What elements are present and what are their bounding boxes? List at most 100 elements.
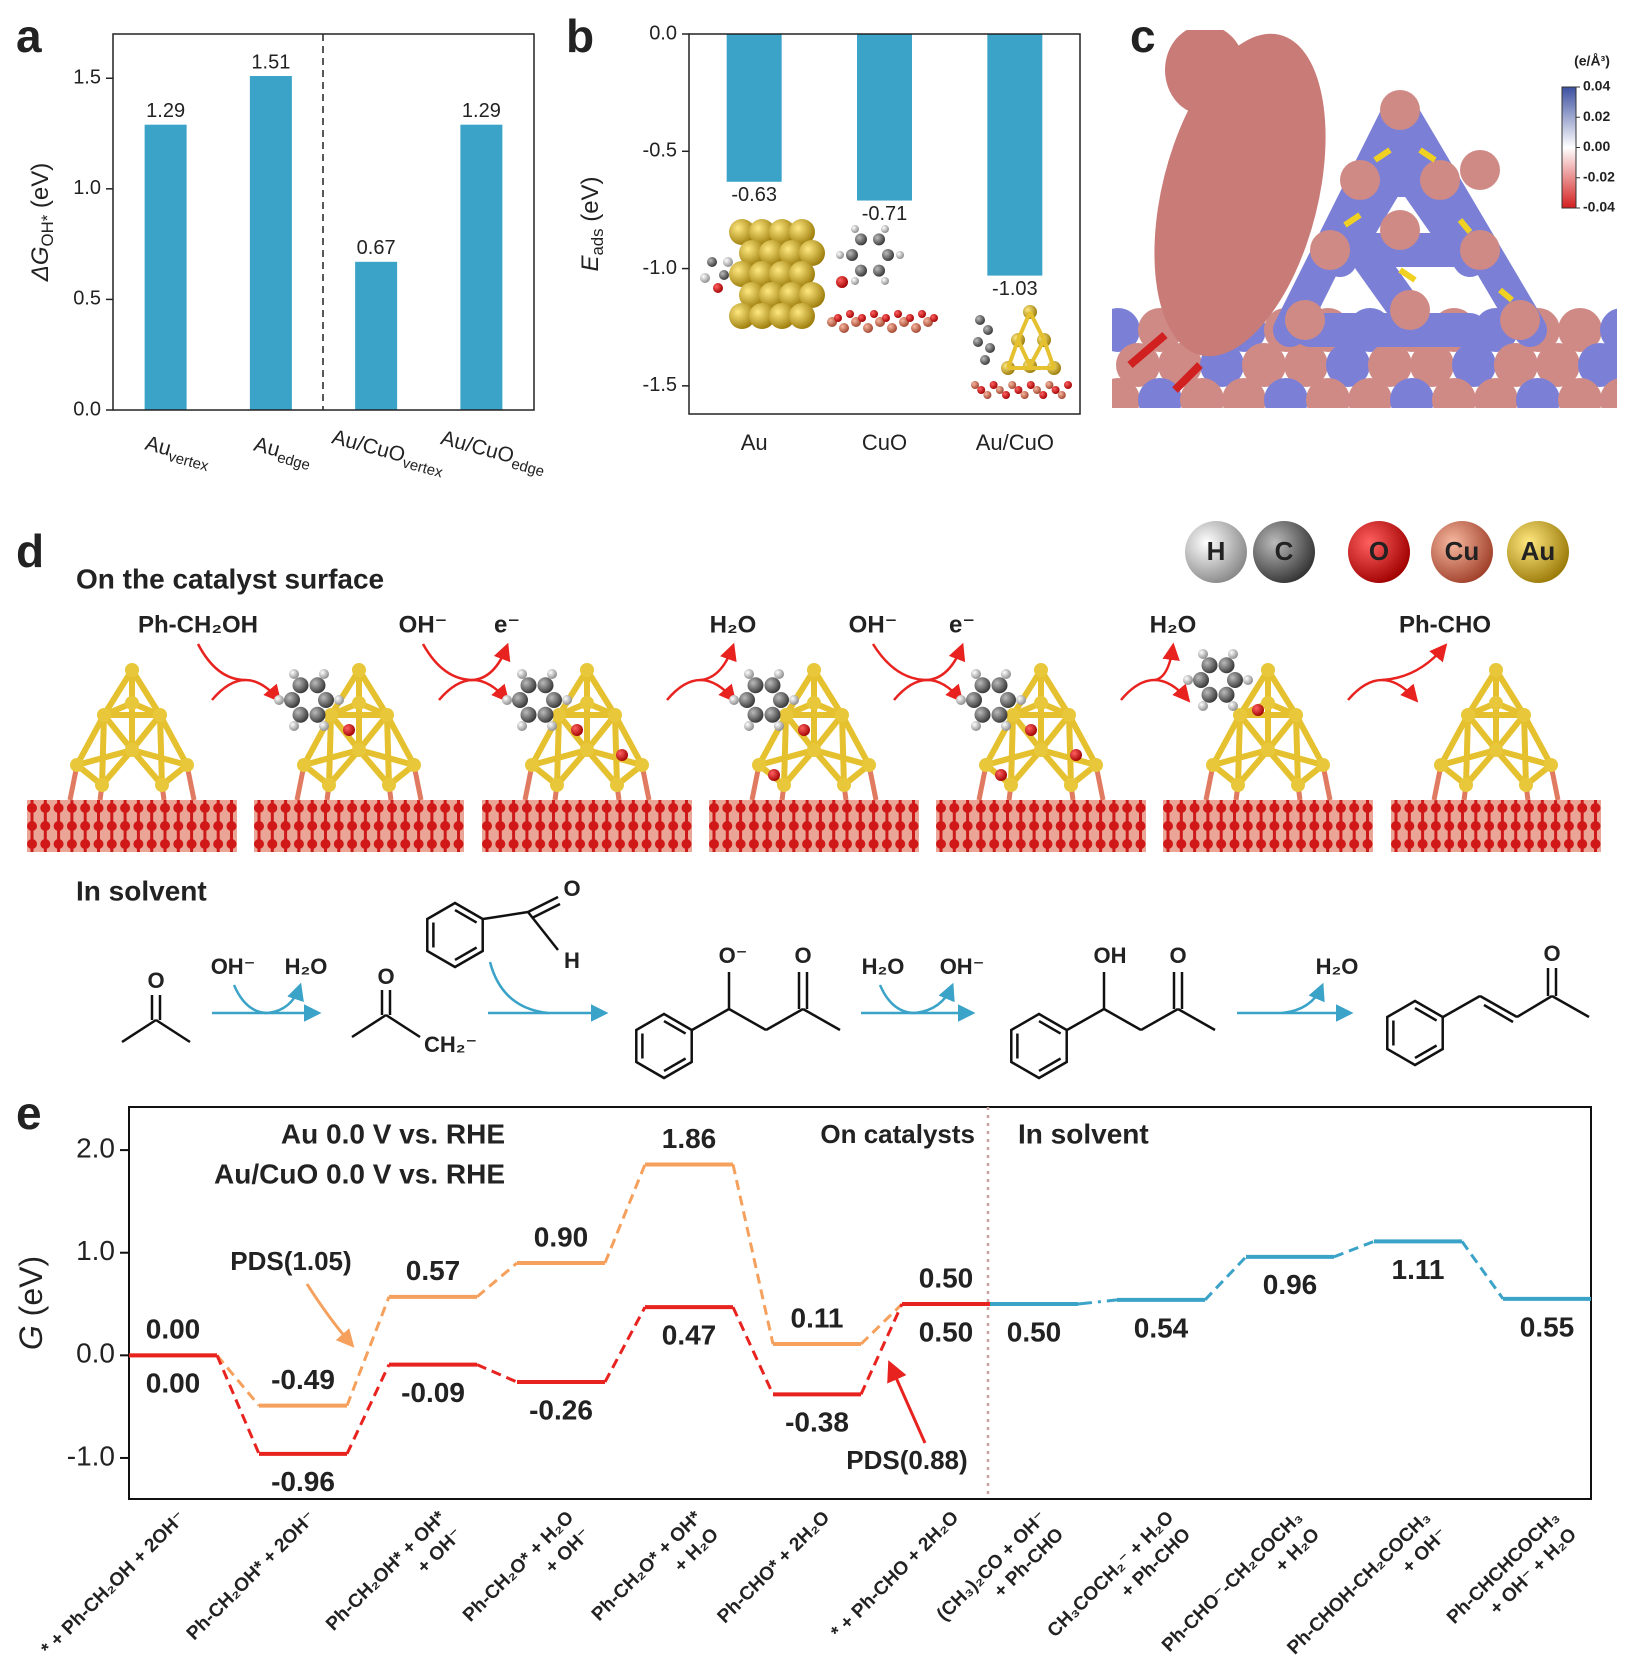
y-axis-label-part: (eV) [13,1256,49,1325]
o-atom [535,821,546,831]
o-atom [333,821,344,831]
o-atom [1002,803,1013,813]
o-atom [1216,821,1227,831]
value-label: 0.90 [534,1221,589,1252]
y-tick-label: 1.5 [73,67,101,89]
au-bond [1016,339,1032,367]
o-atom [975,821,986,831]
bond [1038,1057,1062,1073]
bond [531,902,561,920]
o-atom [1497,839,1508,849]
o-atom [1025,724,1037,736]
y-axis-label-part: G [13,1325,49,1350]
o-atom [668,839,679,849]
atom-legend-swatch [1507,521,1569,583]
au-bond [1463,714,1471,786]
o-atom [775,839,786,849]
au-bond [129,713,163,752]
o-atom [1070,749,1082,761]
c-atom [747,706,764,723]
h-atom [836,251,844,259]
lattice-sphere [1138,378,1182,408]
y-axis-label-part: ads [589,228,608,255]
o-atom [400,821,411,831]
species-arrow [196,643,246,682]
section-title: On the catalyst surface [76,563,384,594]
species-label: e⁻ [494,611,520,638]
value-label: -1.03 [992,278,1038,300]
o-atom [1296,803,1306,813]
h-atom [881,276,889,285]
o-atom [575,839,586,849]
au-atom [610,778,624,792]
o-atom [320,803,331,813]
o-atom [548,803,559,813]
o-atom [1252,704,1264,716]
o-atom [1015,803,1026,813]
o-atom [320,839,331,849]
au-atom [552,708,566,722]
o-atom [360,821,371,831]
panel-label: c [1130,10,1156,62]
species-label: OH⁻ [849,611,898,638]
bond [155,1018,191,1044]
benzene-ring [426,901,484,969]
o-atom [601,803,612,813]
au-atom [1261,696,1275,710]
x-tick-label: Au/CuOvertex [328,425,447,482]
value-label: 1.29 [146,100,185,122]
o-atom [975,803,986,813]
au-atom [1316,758,1330,772]
lattice-sphere [1348,378,1392,408]
h-atom [502,695,512,705]
bond [1038,1019,1062,1035]
au-bond [1006,339,1020,369]
o-atom [1122,803,1133,813]
o-atom [440,821,451,831]
o-atom [508,821,519,831]
o-atom [1122,839,1133,849]
o-atom [133,803,144,813]
atom-legend-swatch [1253,521,1315,583]
bond [482,910,529,921]
au-atom [759,240,785,266]
au-atom [729,219,755,245]
catalyst-structure [709,663,919,852]
au-bond [1521,713,1554,767]
o-atom [870,310,878,318]
o-atom [146,803,157,813]
o-atom [668,821,679,831]
value-label: 0.50 [919,1262,974,1293]
y-tick-label: 1.0 [73,177,101,199]
o-atom [1457,803,1468,813]
au-atom [1519,778,1533,792]
c-atom [318,692,334,708]
o-atom [93,821,104,831]
au-atom [837,778,851,792]
y-tick-label: -0.5 [643,140,677,162]
o-atom [173,839,184,849]
bond [1414,1044,1438,1060]
x-tick-label: Ph-CH₂OH* + OH*+ OH⁻ [322,1507,467,1652]
o-atom [802,803,813,813]
o-atom [1242,839,1253,849]
catalyst-structure [936,663,1146,852]
o-atom [254,803,264,813]
o-atom [1256,839,1267,849]
o-atom [254,821,264,831]
y-tick-label: 0.0 [76,1338,115,1369]
o-atom [748,803,759,813]
value-label: 1.86 [662,1123,717,1154]
y-axis-label-part: (eV) [577,176,604,228]
slab-atom [983,391,992,399]
o-atom [908,839,919,849]
au-bond [1010,668,1044,717]
o-atom [1256,821,1267,831]
o-atom [1229,803,1240,813]
y-axis-label: ΔGOH* (eV) [27,163,57,283]
adsorption-insets [700,219,1072,399]
au-atom [580,663,594,677]
atom-label: O [794,943,811,968]
au-bond [1265,713,1299,752]
au-atom [789,219,815,245]
